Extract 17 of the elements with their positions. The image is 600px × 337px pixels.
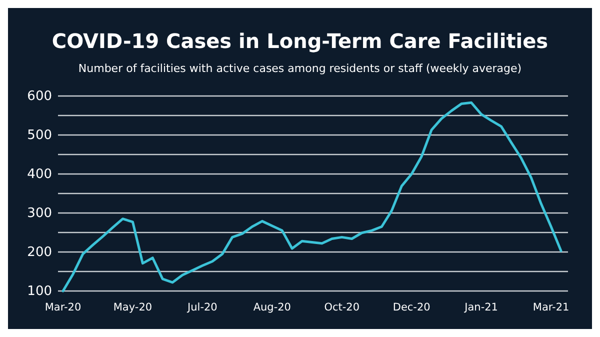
x-tick-label: May-20 [113, 301, 152, 314]
y-tick-label: 300 [27, 206, 52, 222]
line-series [62, 101, 562, 292]
chart-subtitle: Number of facilities with active cases among residents or staff (weekly average) [78, 62, 522, 75]
x-tick-label: Mar-21 [532, 301, 570, 314]
x-tick-label: Mar-20 [44, 301, 82, 314]
x-tick-label: Jul-20 [186, 301, 218, 314]
x-tick-label: Aug-20 [253, 301, 291, 314]
y-tick-label: 500 [27, 128, 52, 144]
x-tick-label: Dec-20 [392, 301, 430, 314]
y-tick-label: 200 [27, 245, 52, 260]
x-tick-label: Oct-20 [324, 301, 360, 314]
y-tick-label: 400 [27, 167, 52, 182]
x-tick-label: Jan-21 [464, 301, 498, 314]
y-tick-label: 600 [27, 89, 52, 104]
chart-title: COVID-19 Cases in Long-Term Care Facilities [52, 29, 548, 53]
y-tick-label: 100 [27, 284, 52, 300]
